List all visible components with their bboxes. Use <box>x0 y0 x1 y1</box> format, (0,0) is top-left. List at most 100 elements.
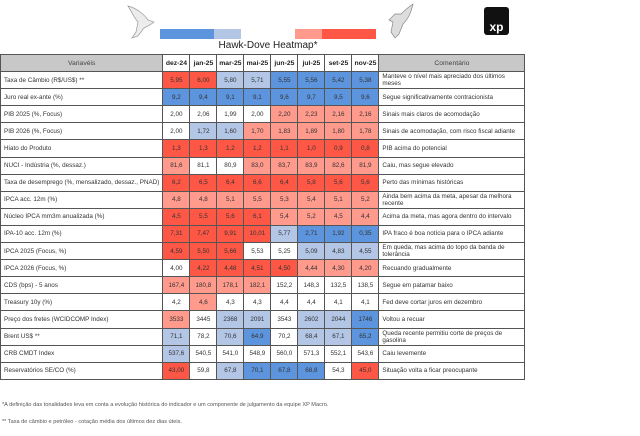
heat-cell: 1,2 <box>243 139 272 158</box>
heat-cell: 2,16 <box>351 105 380 124</box>
heat-cell: 2,71 <box>297 224 326 244</box>
heat-cell: 70,6 <box>216 327 245 346</box>
heat-cell: 9,6 <box>351 88 380 107</box>
heat-cell: 5,5 <box>189 207 218 226</box>
heat-cell: 45,0 <box>351 361 380 380</box>
heat-cell: 68,8 <box>297 361 326 380</box>
heat-cell: 5,55 <box>270 71 299 90</box>
heat-cell: 7,31 <box>162 224 191 244</box>
heat-cell: 5,38 <box>351 71 380 90</box>
heat-cell: 4,1 <box>351 293 380 312</box>
table-row: Brent US$ ** 71,1 78,2 70,6 64,9 70,2 68,4 67,1… <box>0 327 526 346</box>
heat-cell: 1,1 <box>270 139 299 158</box>
heat-cell: 132,5 <box>324 276 353 295</box>
header-month: set-25 <box>324 53 353 73</box>
heat-cell: 6,4 <box>270 173 299 192</box>
heat-cell: 5,66 <box>216 242 245 261</box>
heat-cell: 4,4 <box>297 293 326 312</box>
table-row: NUCI - Indústria (%, dessaz.) 81,6 81,1 80,… <box>0 156 526 175</box>
variable-name: Hiato do Produto <box>0 139 164 158</box>
heat-cell: 1,3 <box>189 139 218 158</box>
heat-cell: 10,01 <box>243 224 272 244</box>
variable-name: Brent US$ ** <box>0 327 164 346</box>
variable-name: CRB CMDT Index <box>0 344 164 363</box>
heat-cell: 0,9 <box>324 139 353 158</box>
table-row: Treasury 10y (%) 4,2 4,6 4,3 4,3 4,4 4,4 4,1 4,1… <box>0 293 526 312</box>
heat-cell: 5,1 <box>324 190 353 209</box>
heat-cell: 54,3 <box>324 361 353 380</box>
heat-cell: 3543 <box>270 310 299 329</box>
heat-cell: 4,83 <box>324 242 353 261</box>
heat-cell: 6,2 <box>162 173 191 192</box>
heat-cell: 5,80 <box>216 71 245 90</box>
header-month: mar-25 <box>216 53 245 73</box>
heat-cell: 9,4 <box>189 88 218 107</box>
heat-cell: 2044 <box>324 310 353 329</box>
heat-cell: 2,16 <box>324 105 353 124</box>
heat-cell: 5,56 <box>297 71 326 90</box>
heat-cell: 552,1 <box>324 344 353 363</box>
table-row: Juro real ex-ante (%) 9,2 9,4 9,1 9,1 9,6 9,7 9… <box>0 88 526 107</box>
heat-cell: 2,00 <box>162 105 191 124</box>
heat-cell: 0,35 <box>351 224 380 244</box>
heat-cell: 4,4 <box>351 207 380 226</box>
heat-cell: 78,2 <box>189 327 218 346</box>
heat-cell: 4,50 <box>270 259 299 278</box>
heat-cell: 83,9 <box>297 156 326 175</box>
heat-cell: 152,2 <box>270 276 299 295</box>
heat-cell: 83,7 <box>270 156 299 175</box>
heat-cell: 5,8 <box>297 173 326 192</box>
variable-name: IPA-10 acc. 12m (%) <box>0 224 164 244</box>
variable-name: IPCA 2025 (Focus, %) <box>0 242 164 261</box>
variable-name: Reservatórios SE/CO (%) <box>0 361 164 380</box>
heat-cell: 5,2 <box>351 190 380 209</box>
heat-cell: 82,6 <box>324 156 353 175</box>
heat-cell: 4,00 <box>162 259 191 278</box>
heat-cell: 1,78 <box>351 122 380 141</box>
heat-cell: 70,1 <box>243 361 272 380</box>
heat-cell: 9,1 <box>243 88 272 107</box>
comment-cell: Recuando gradualmente <box>378 259 526 278</box>
heat-cell: 4,8 <box>189 190 218 209</box>
heat-cell: 5,1 <box>216 190 245 209</box>
table-row: Reservatórios SE/CO (%) 43,00 59,8 67,8 70,1… <box>0 361 526 380</box>
variable-name: Preço dos fretes (WCIDCOMP Index) <box>0 310 164 329</box>
heat-cell: 1746 <box>351 310 380 329</box>
heat-cell: 4,3 <box>243 293 272 312</box>
heat-cell: 1,72 <box>189 122 218 141</box>
page-title: Hawk-Dove Heatmap* <box>218 40 318 51</box>
heat-cell: 70,2 <box>270 327 299 346</box>
comment-cell: IPA fraco é boa notícia para o IPCA adia… <box>378 224 526 244</box>
heat-cell: 1,3 <box>162 139 191 158</box>
heat-cell: 541,0 <box>216 344 245 363</box>
heatmap-table: Variavéis dez-24 jan-25 mar-25 mai-25 jun-25… <box>0 53 526 380</box>
heat-cell: 6,1 <box>243 207 272 226</box>
heat-cell: 5,3 <box>270 190 299 209</box>
table-row: Núcleo IPCA mm3m anualizada (%) 4,5 5,5 5,6… <box>0 207 526 226</box>
heat-cell: 4,44 <box>297 259 326 278</box>
heat-cell: 2,06 <box>189 105 218 124</box>
variable-name: IPCA 2026 (Focus, %) <box>0 259 164 278</box>
heat-cell: 2,20 <box>270 105 299 124</box>
heat-cell: 5,95 <box>162 71 191 90</box>
heat-cell: 167,4 <box>162 276 191 295</box>
heat-cell: 7,47 <box>189 224 218 244</box>
heat-cell: 6,6 <box>243 173 272 192</box>
heat-cell: 64,9 <box>243 327 272 346</box>
variable-name: Núcleo IPCA mm3m anualizada (%) <box>0 207 164 226</box>
heat-cell: 5,25 <box>270 242 299 261</box>
comment-cell: Em queda, mas acima do topo da banda de … <box>378 242 526 261</box>
heat-cell: 4,22 <box>189 259 218 278</box>
comment-cell: Fed deve cortar juros em dezembro <box>378 293 526 312</box>
heat-cell: 1,83 <box>270 122 299 141</box>
table-row: IPCA 2026 (Focus, %) 4,00 4,22 4,48 4,51 4,50… <box>0 259 526 278</box>
heat-cell: 83,0 <box>243 156 272 175</box>
heat-cell: 4,8 <box>162 190 191 209</box>
header-month: dez-24 <box>162 53 191 73</box>
heat-cell: 138,5 <box>351 276 380 295</box>
variable-name: IPCA acc. 12m (%) <box>0 190 164 209</box>
heat-cell: 71,1 <box>162 327 191 346</box>
comment-cell: Caiu, mas segue elevado <box>378 156 526 175</box>
heat-cell: 59,8 <box>189 361 218 380</box>
heat-cell: 1,2 <box>216 139 245 158</box>
